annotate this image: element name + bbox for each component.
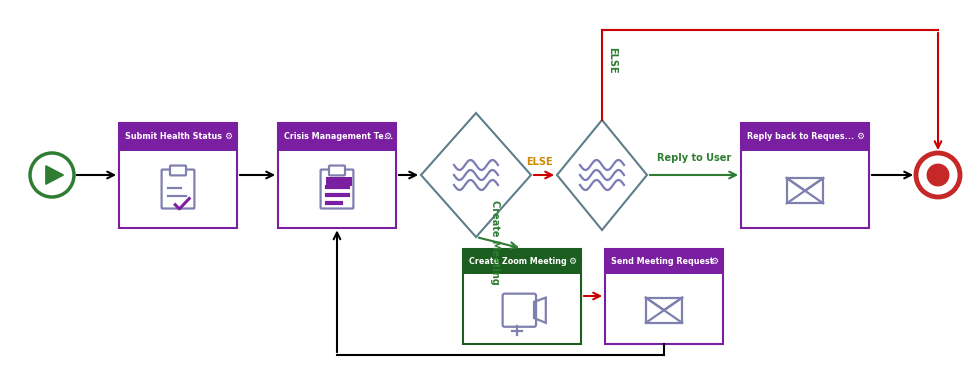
Text: Send Meeting Request: Send Meeting Request xyxy=(610,257,713,266)
Polygon shape xyxy=(421,113,530,237)
Text: ⚙: ⚙ xyxy=(855,132,864,141)
Text: ⚙: ⚙ xyxy=(382,132,390,141)
FancyBboxPatch shape xyxy=(326,184,343,189)
Text: Create Meeting: Create Meeting xyxy=(490,200,500,285)
FancyBboxPatch shape xyxy=(604,249,723,343)
Circle shape xyxy=(915,153,959,197)
Text: ⚙: ⚙ xyxy=(709,257,717,266)
Text: Crisis Management Te...: Crisis Management Te... xyxy=(284,132,393,141)
FancyBboxPatch shape xyxy=(119,122,237,228)
FancyBboxPatch shape xyxy=(604,249,723,274)
Text: ⚙: ⚙ xyxy=(224,132,232,141)
Text: ELSE: ELSE xyxy=(525,157,552,167)
Text: Create Zoom Meeting: Create Zoom Meeting xyxy=(468,257,566,266)
Circle shape xyxy=(30,153,74,197)
FancyBboxPatch shape xyxy=(326,177,351,182)
Text: ELSE: ELSE xyxy=(606,47,616,73)
FancyBboxPatch shape xyxy=(329,165,344,175)
FancyBboxPatch shape xyxy=(463,249,580,274)
Text: ⚙: ⚙ xyxy=(567,257,575,266)
FancyBboxPatch shape xyxy=(170,165,186,175)
FancyBboxPatch shape xyxy=(326,181,351,186)
Polygon shape xyxy=(556,120,646,230)
FancyBboxPatch shape xyxy=(278,122,395,228)
FancyBboxPatch shape xyxy=(463,249,580,343)
Text: Reply to User: Reply to User xyxy=(656,153,731,163)
FancyBboxPatch shape xyxy=(740,122,868,151)
Polygon shape xyxy=(46,166,64,184)
Text: Submit Health Status: Submit Health Status xyxy=(125,132,222,141)
FancyBboxPatch shape xyxy=(119,122,237,151)
Text: Reply back to Reques...: Reply back to Reques... xyxy=(746,132,853,141)
Circle shape xyxy=(925,164,949,186)
FancyBboxPatch shape xyxy=(278,122,395,151)
FancyBboxPatch shape xyxy=(740,122,868,228)
